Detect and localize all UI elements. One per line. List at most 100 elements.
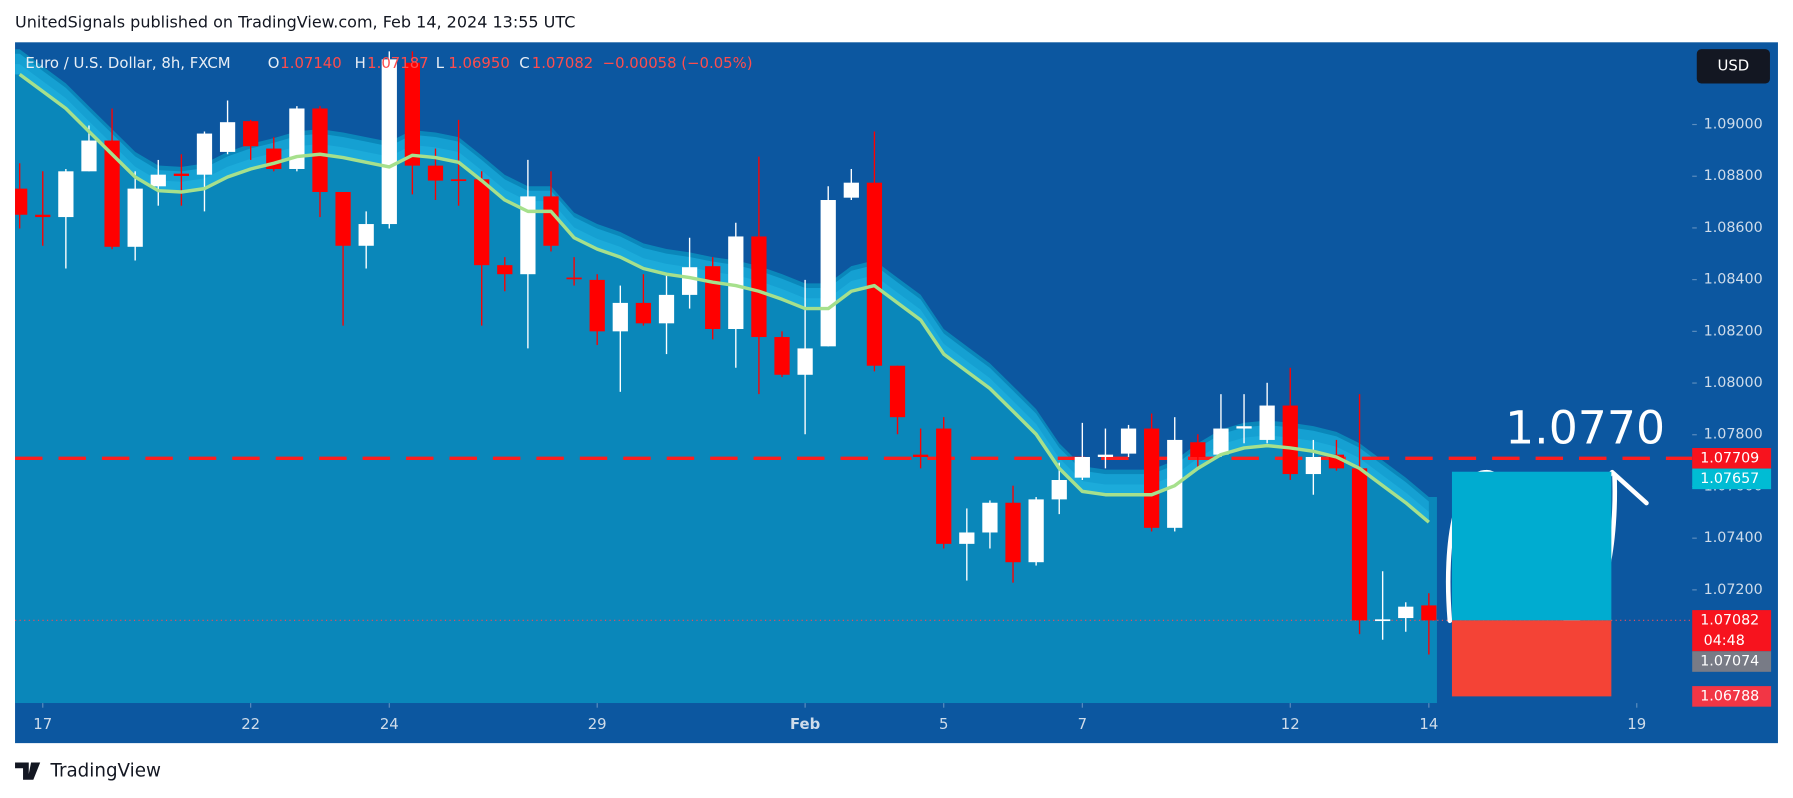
candle-body [1074, 456, 1090, 478]
candle-body [1351, 468, 1368, 621]
candle-body [658, 294, 675, 324]
y-tick-label: 1.08600 [1704, 220, 1763, 236]
candle-body [450, 179, 467, 182]
x-tick-label: 29 [588, 715, 607, 733]
price-tag [1692, 686, 1772, 707]
candle-body [289, 108, 305, 169]
legend-value: 1.07140 [280, 54, 341, 72]
candle-body [1236, 426, 1252, 429]
price-tag-label: 1.07082 [1700, 612, 1759, 628]
candle-body [1305, 456, 1321, 475]
legend-key: L [436, 54, 445, 72]
candle-body [127, 188, 143, 247]
candle-body [1051, 479, 1067, 500]
candle-body [589, 279, 605, 332]
candle-body [1421, 605, 1437, 621]
countdown-label: 04:48 [1704, 633, 1745, 649]
trend-area [15, 49, 1437, 704]
candle-body [196, 133, 213, 175]
candle-body [1190, 442, 1206, 457]
candle-body [1120, 428, 1137, 454]
candle-body [843, 182, 859, 198]
legend-value: 1.07187 [367, 54, 428, 72]
candle-body [728, 236, 744, 330]
legend-value: 1.07082 [532, 54, 593, 72]
x-tick-label: 5 [939, 715, 948, 733]
candle-body [797, 348, 813, 375]
candle-body [866, 182, 883, 366]
price-tag [1692, 610, 1772, 652]
annotation: 1.0770 [1505, 401, 1665, 454]
candle-body [58, 171, 74, 218]
candle-body [474, 179, 490, 266]
candle-body [520, 196, 536, 275]
brand-name: TradingView [49, 761, 161, 782]
candle-body [774, 337, 790, 375]
candle-body [81, 140, 97, 172]
x-tick-label: 12 [1281, 715, 1300, 733]
candle-body [612, 302, 628, 332]
candle-body [312, 108, 328, 192]
candle-body [1144, 428, 1160, 528]
stop-box [1451, 620, 1612, 697]
candle-body [1282, 405, 1298, 475]
price-tag-label: 1.06788 [1700, 688, 1759, 704]
candle-body [1005, 502, 1021, 563]
price-tag [1692, 468, 1772, 490]
candle-body [150, 174, 166, 187]
legend-change: −0.00058 (−0.05%) [603, 54, 753, 72]
y-tick-label: 1.08400 [1704, 272, 1763, 288]
candle-body [751, 236, 767, 338]
candle-body [497, 265, 513, 275]
target-box [1451, 471, 1612, 621]
price-tag [1692, 447, 1772, 469]
price-tag [1692, 651, 1772, 672]
currency-label: USD [1717, 56, 1749, 74]
y-tick-label: 1.07400 [1704, 530, 1763, 546]
legend-title: Euro / U.S. Dollar, 8h, FXCM [25, 54, 230, 72]
legend-key: C [519, 54, 529, 72]
y-tick-label: 1.08000 [1704, 375, 1763, 391]
candle-body [381, 59, 397, 225]
x-tick-label: 7 [1078, 715, 1087, 733]
x-tick-label: 22 [241, 715, 260, 733]
candle-body [705, 266, 721, 330]
candle-body [15, 188, 28, 215]
currency-button[interactable] [1696, 49, 1770, 84]
candle-body [404, 62, 421, 166]
candle-body [912, 454, 929, 457]
candle-body [1375, 619, 1391, 622]
candle-body [427, 165, 444, 181]
candle-body [1213, 428, 1229, 455]
legend-key: H [355, 54, 366, 72]
candle-body [1398, 606, 1414, 619]
candle-body [243, 121, 259, 147]
publish-header: UnitedSignals published on TradingView.c… [15, 12, 575, 31]
y-tick-label: 1.07800 [1704, 427, 1763, 443]
legend-value: 1.06950 [448, 54, 509, 72]
candle-body [635, 302, 652, 324]
x-tick-label: 14 [1419, 715, 1438, 733]
y-tick-label: 1.08800 [1704, 168, 1763, 184]
candle-body [1028, 499, 1044, 563]
x-tick-label: 17 [33, 715, 52, 733]
price-tag-label: 1.07074 [1700, 654, 1759, 670]
brand-logo [15, 762, 41, 780]
x-tick-label: Feb [790, 715, 820, 733]
candle-body [1259, 405, 1275, 440]
y-tick-label: 1.09000 [1704, 117, 1763, 133]
candle-body [959, 532, 975, 544]
candle-body [35, 214, 51, 218]
price-tag-label: 1.07709 [1700, 450, 1759, 466]
candle-body [820, 200, 836, 347]
candle-body [543, 196, 559, 246]
candle-body [104, 140, 120, 247]
price-tag-label: 1.07657 [1700, 471, 1759, 487]
candle-body [982, 502, 998, 533]
candle-body [681, 267, 698, 295]
candle-body [173, 173, 189, 176]
x-tick-label: 24 [380, 715, 399, 733]
legend-key: O [268, 54, 280, 72]
candle-body [1097, 454, 1114, 457]
